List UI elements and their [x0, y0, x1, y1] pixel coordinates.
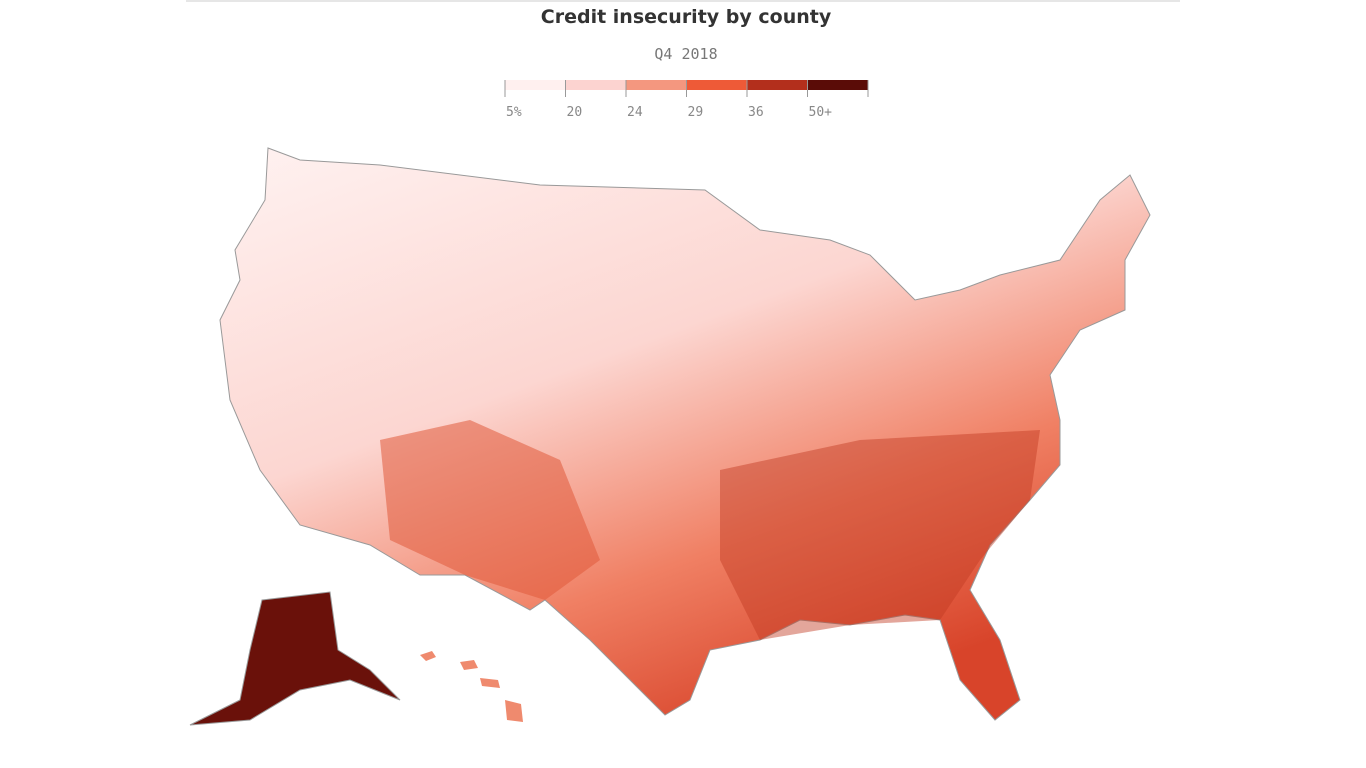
legend-label: 50+: [809, 105, 833, 120]
legend-swatch: [505, 80, 566, 90]
legend-label: 36: [748, 105, 764, 120]
legend-swatch: [747, 80, 808, 90]
legend-label: 20: [567, 105, 583, 120]
subtitle: Q4 2018: [654, 45, 717, 63]
legend-swatch: [565, 80, 626, 90]
region-southwest: [380, 420, 600, 600]
legend-swatch: [626, 80, 687, 90]
map: [189, 147, 1151, 726]
legend-label: 24: [627, 105, 643, 120]
legend-swatch: [686, 80, 747, 90]
region-southeast: [720, 430, 1040, 640]
title: Credit insecurity by county: [541, 6, 832, 28]
hawaii: [420, 651, 523, 722]
contiguous-us: [219, 147, 1151, 721]
legend: 5% 20 24 29 36 50+: [504, 80, 869, 120]
legend-swatch: [807, 80, 868, 90]
alaska: [189, 591, 401, 726]
legend-label: 5%: [506, 105, 522, 120]
legend-label: 29: [688, 105, 704, 120]
